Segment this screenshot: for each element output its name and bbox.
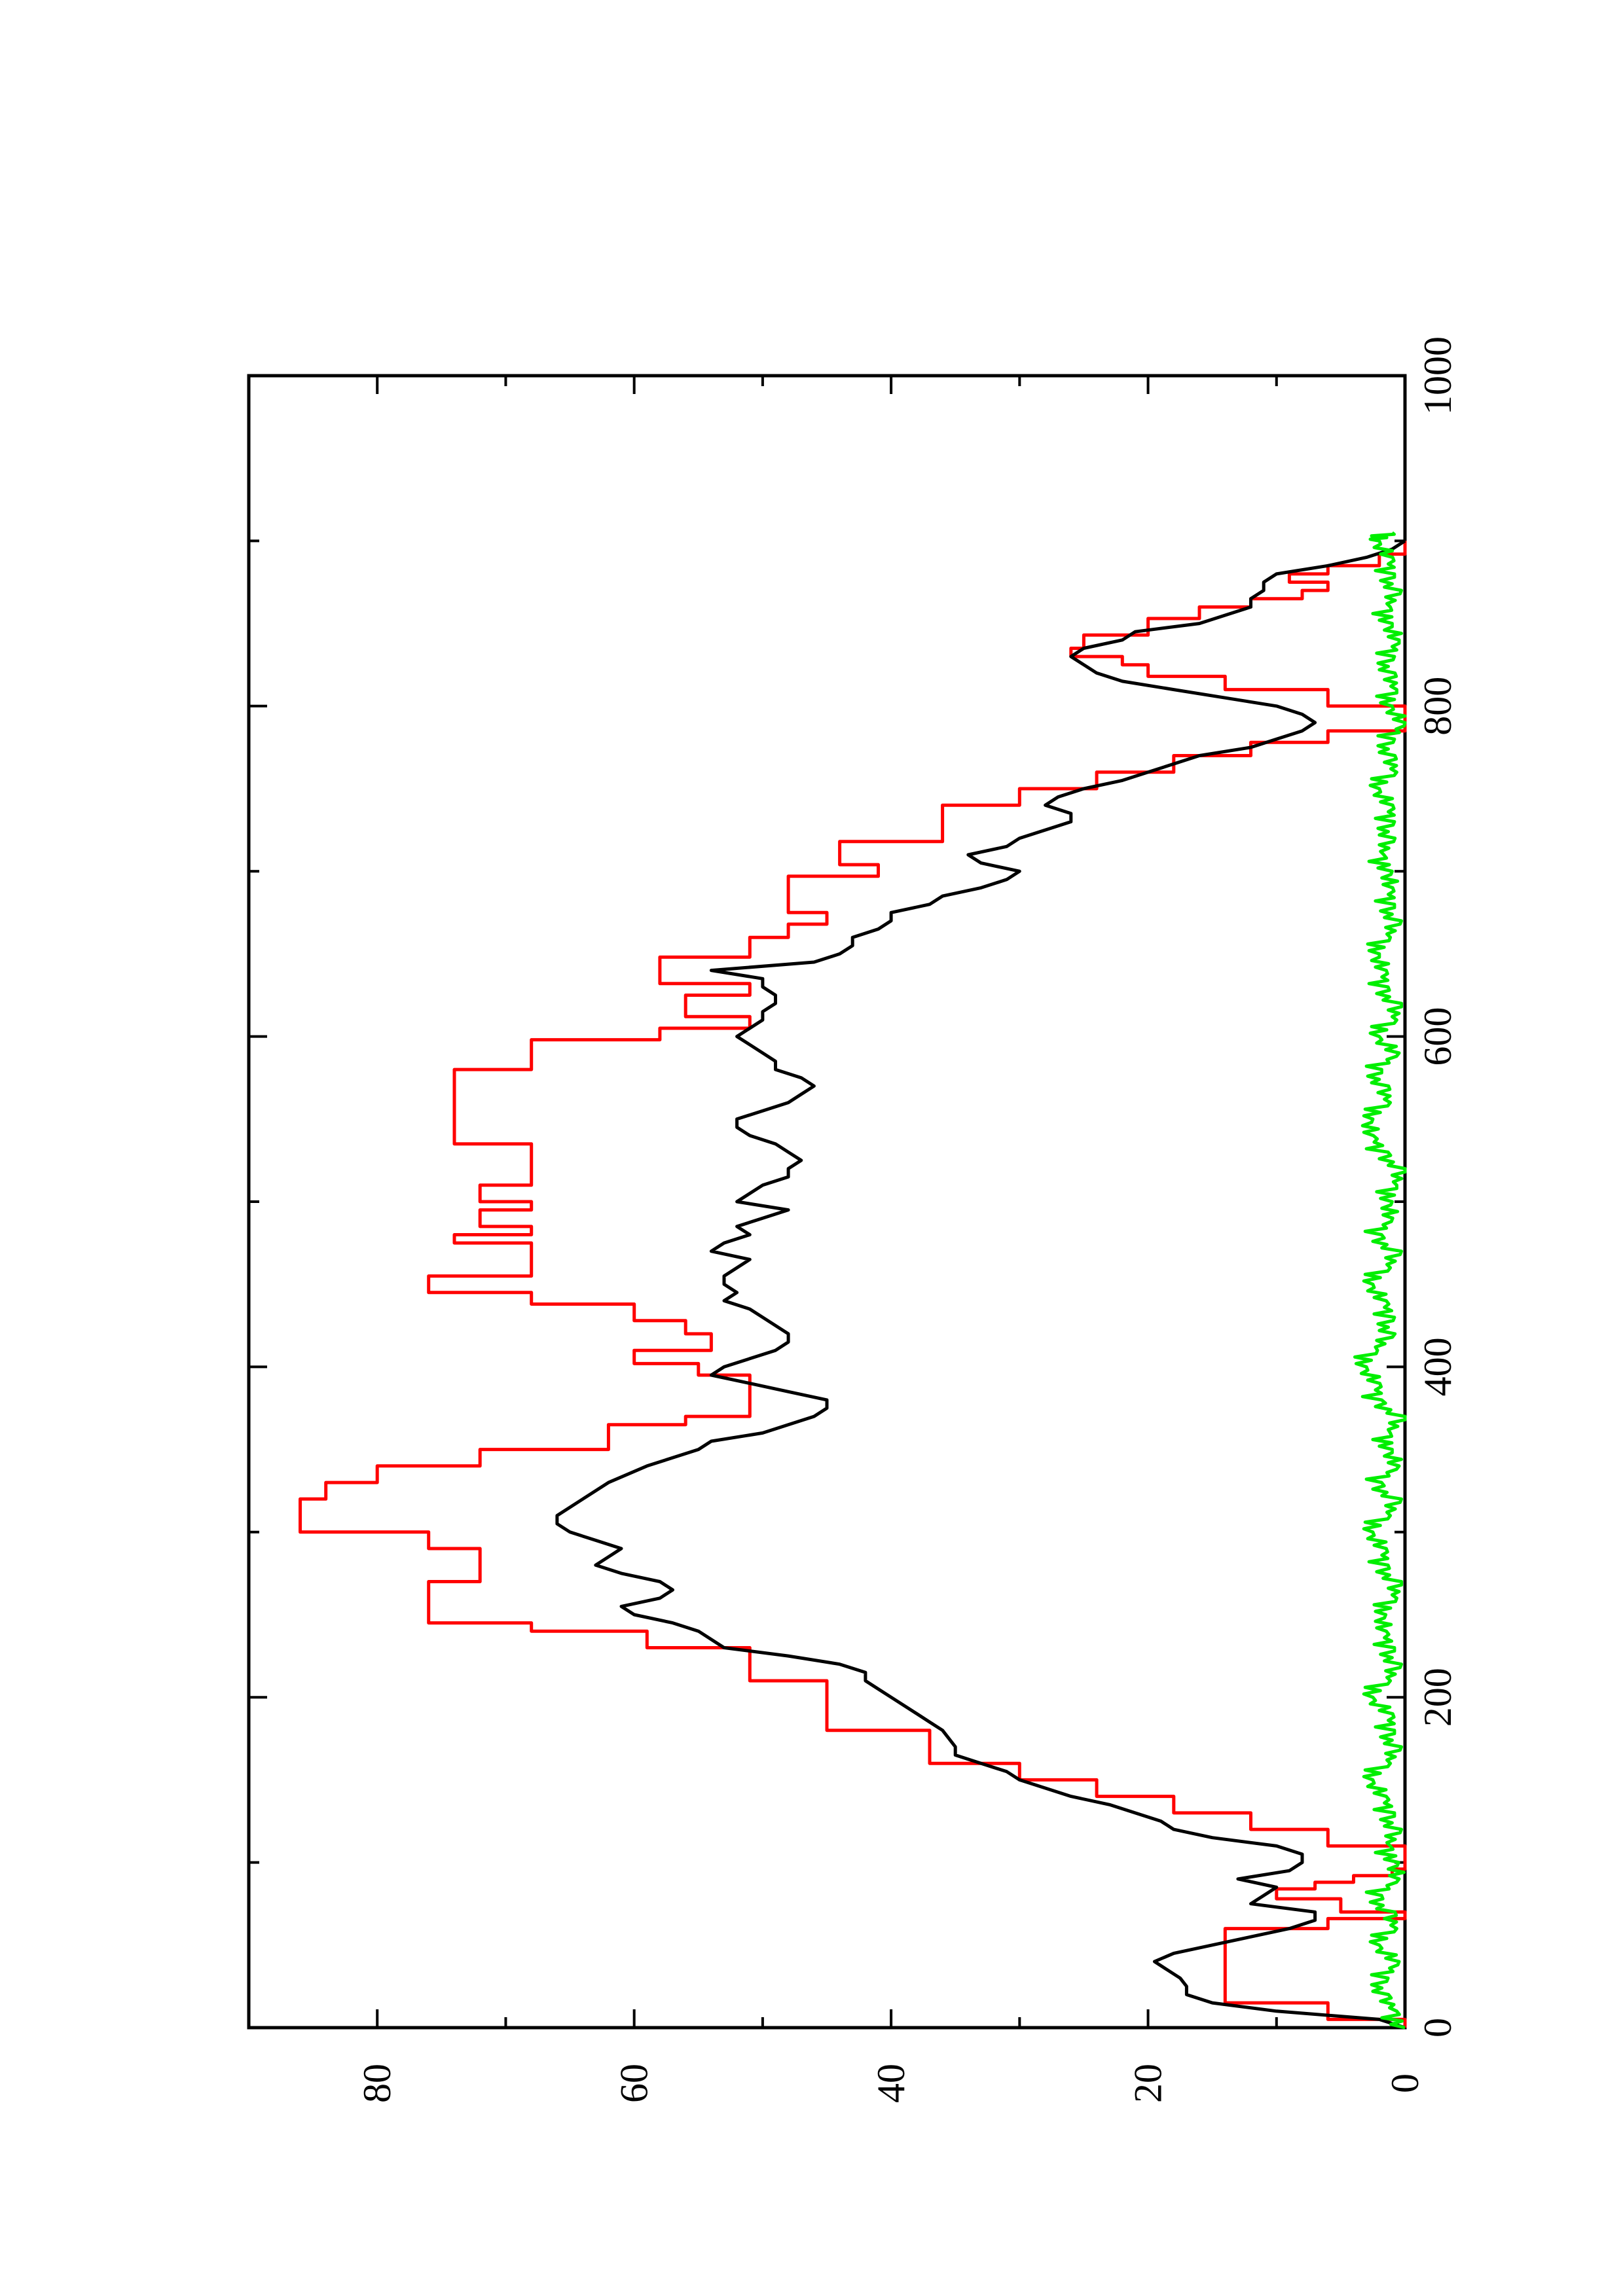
x-tick-label: 400 bbox=[1416, 1337, 1459, 1396]
x-tick-label: 1000 bbox=[1416, 336, 1459, 415]
axis-ticks bbox=[249, 374, 1406, 2029]
x-tick-label: 200 bbox=[1416, 1668, 1459, 1727]
x-tick-label: 0 bbox=[1416, 2018, 1459, 2037]
y-tick-label: 80 bbox=[356, 2064, 399, 2103]
y-tick-label: 40 bbox=[869, 2064, 913, 2103]
series-line-3 bbox=[1353, 531, 1407, 2030]
y-tick-label: 0 bbox=[1383, 2073, 1427, 2093]
x-tick-label: 600 bbox=[1416, 1007, 1459, 1066]
series-line-1 bbox=[299, 541, 1407, 2028]
x-tick-label: 800 bbox=[1416, 677, 1459, 736]
y-tick-label: 20 bbox=[1127, 2064, 1170, 2103]
series-layer bbox=[299, 531, 1407, 2030]
axis-tick-labels: 0 200 400 600 800 1000 0 20 40 60 80 bbox=[356, 336, 1459, 2103]
y-tick-label: 60 bbox=[613, 2064, 656, 2103]
plot-frame bbox=[247, 374, 1407, 2030]
series-line-2 bbox=[555, 539, 1406, 2030]
